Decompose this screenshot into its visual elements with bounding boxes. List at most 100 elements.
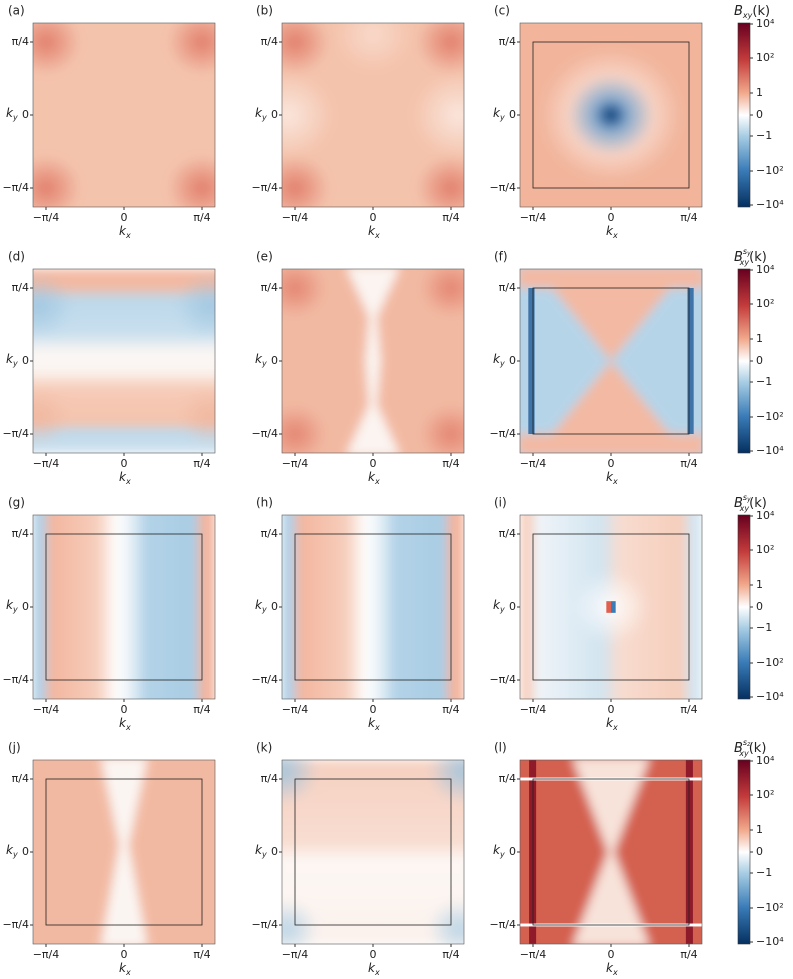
heat-region — [611, 601, 616, 613]
label-base: B — [734, 4, 743, 19]
x-axis-label: kx — [119, 961, 131, 977]
x-tick-label: π/4 — [442, 457, 459, 470]
panel-label: (j) — [8, 741, 21, 755]
heat-blob — [415, 23, 464, 75]
x-tick-label: 0 — [370, 948, 377, 961]
x-tick-label: −π/4 — [282, 948, 309, 961]
x-axis-label: kx — [368, 716, 380, 732]
panel-label: (f) — [494, 250, 508, 264]
panel-label: (h) — [256, 496, 273, 510]
y-tick-label: −π/4 — [2, 181, 29, 194]
label-subscript: x — [125, 968, 131, 977]
heat-region — [347, 269, 399, 453]
panel-label: (e) — [256, 250, 273, 264]
label-subscript: x — [612, 477, 618, 486]
y-tick-label: π/4 — [261, 35, 278, 48]
y-tick-label: 0 — [509, 845, 516, 858]
y-axis-label: ky — [6, 598, 18, 614]
x-tick-label: π/4 — [680, 703, 697, 716]
heatmap-lines — [45, 533, 203, 681]
heat-blob — [427, 760, 464, 805]
y-axis-label: ky — [255, 843, 267, 859]
label-subscript: y — [499, 359, 505, 368]
y-tick-label: π/4 — [12, 772, 29, 785]
x-tick-label: π/4 — [193, 457, 210, 470]
heatmap-field — [520, 23, 702, 207]
brillouin-box — [532, 41, 690, 189]
x-tick-label: 0 — [370, 211, 377, 224]
brillouin-box — [532, 778, 690, 926]
x-tick-label: −π/4 — [520, 457, 547, 470]
heat-region — [552, 288, 670, 434]
heat-blob — [282, 23, 331, 75]
panel-label: (k) — [256, 741, 272, 755]
label-subscript: y — [261, 113, 267, 122]
heatmap-field — [33, 515, 215, 699]
heat-region — [573, 760, 649, 944]
label-subscript: x — [612, 723, 618, 732]
x-tick-label: −π/4 — [282, 703, 309, 716]
x-tick-label: 0 — [608, 703, 615, 716]
x-axis-label: kx — [368, 470, 380, 486]
label-subscript: x — [125, 231, 131, 240]
heatmap — [520, 269, 702, 453]
heatmap-field — [282, 760, 464, 944]
x-tick-label: π/4 — [680, 948, 697, 961]
heat-blob — [33, 23, 82, 75]
y-tick-label: −π/4 — [489, 673, 516, 686]
label-subscript: x — [374, 723, 380, 732]
label-suffix: (k) — [749, 250, 767, 265]
label-suffix: (k) — [749, 741, 767, 756]
brillouin-box — [532, 287, 690, 435]
label-subscript: y — [12, 605, 18, 614]
x-tick-label: 0 — [370, 703, 377, 716]
heat-blob — [33, 155, 82, 207]
y-axis-label: ky — [255, 598, 267, 614]
label-subscript: x — [125, 477, 131, 486]
label-base: k — [119, 961, 127, 975]
x-tick-label: 0 — [121, 948, 128, 961]
panel-label: (a) — [8, 4, 25, 18]
colorbar-tick-label: −10⁴ — [756, 935, 784, 948]
label-subscript: x — [374, 231, 380, 240]
y-tick-label: −π/4 — [2, 427, 29, 440]
x-tick-label: π/4 — [193, 211, 210, 224]
y-tick-label: π/4 — [261, 772, 278, 785]
heat-blob — [174, 273, 215, 340]
y-tick-label: −π/4 — [489, 918, 516, 931]
y-tick-label: 0 — [22, 108, 29, 121]
colorbar-tick-label: 10² — [756, 543, 774, 556]
y-tick-label: −π/4 — [251, 673, 278, 686]
x-axis-label: kx — [606, 224, 618, 240]
heat-blob — [427, 899, 464, 944]
colorbar-tick-label: 10² — [756, 51, 774, 64]
y-tick-label: 0 — [271, 845, 278, 858]
label-suffix: (k) — [752, 4, 770, 19]
brillouin-box — [532, 533, 690, 681]
heat-bg — [282, 515, 464, 699]
heatmap-field — [520, 269, 702, 453]
x-tick-label: −π/4 — [282, 457, 309, 470]
y-tick-label: 0 — [271, 108, 278, 121]
label-subscript: y — [499, 113, 505, 122]
label-base: k — [606, 470, 614, 484]
panel-label: (b) — [256, 4, 273, 18]
y-tick-label: π/4 — [499, 772, 516, 785]
panel-label: (i) — [494, 496, 507, 510]
label-subscript: y — [261, 359, 267, 368]
heatmap-field — [33, 760, 215, 944]
y-tick-label: −π/4 — [251, 181, 278, 194]
colorbar-title: Bsz xy(k) — [734, 738, 766, 758]
label-base: k — [606, 224, 614, 238]
label-subscript: y — [12, 113, 18, 122]
heat-blob — [178, 386, 215, 445]
y-tick-label: 0 — [271, 600, 278, 613]
y-tick-label: π/4 — [261, 527, 278, 540]
label-subscript: x — [374, 968, 380, 977]
x-tick-label: π/4 — [442, 703, 459, 716]
y-tick-label: 0 — [22, 354, 29, 367]
